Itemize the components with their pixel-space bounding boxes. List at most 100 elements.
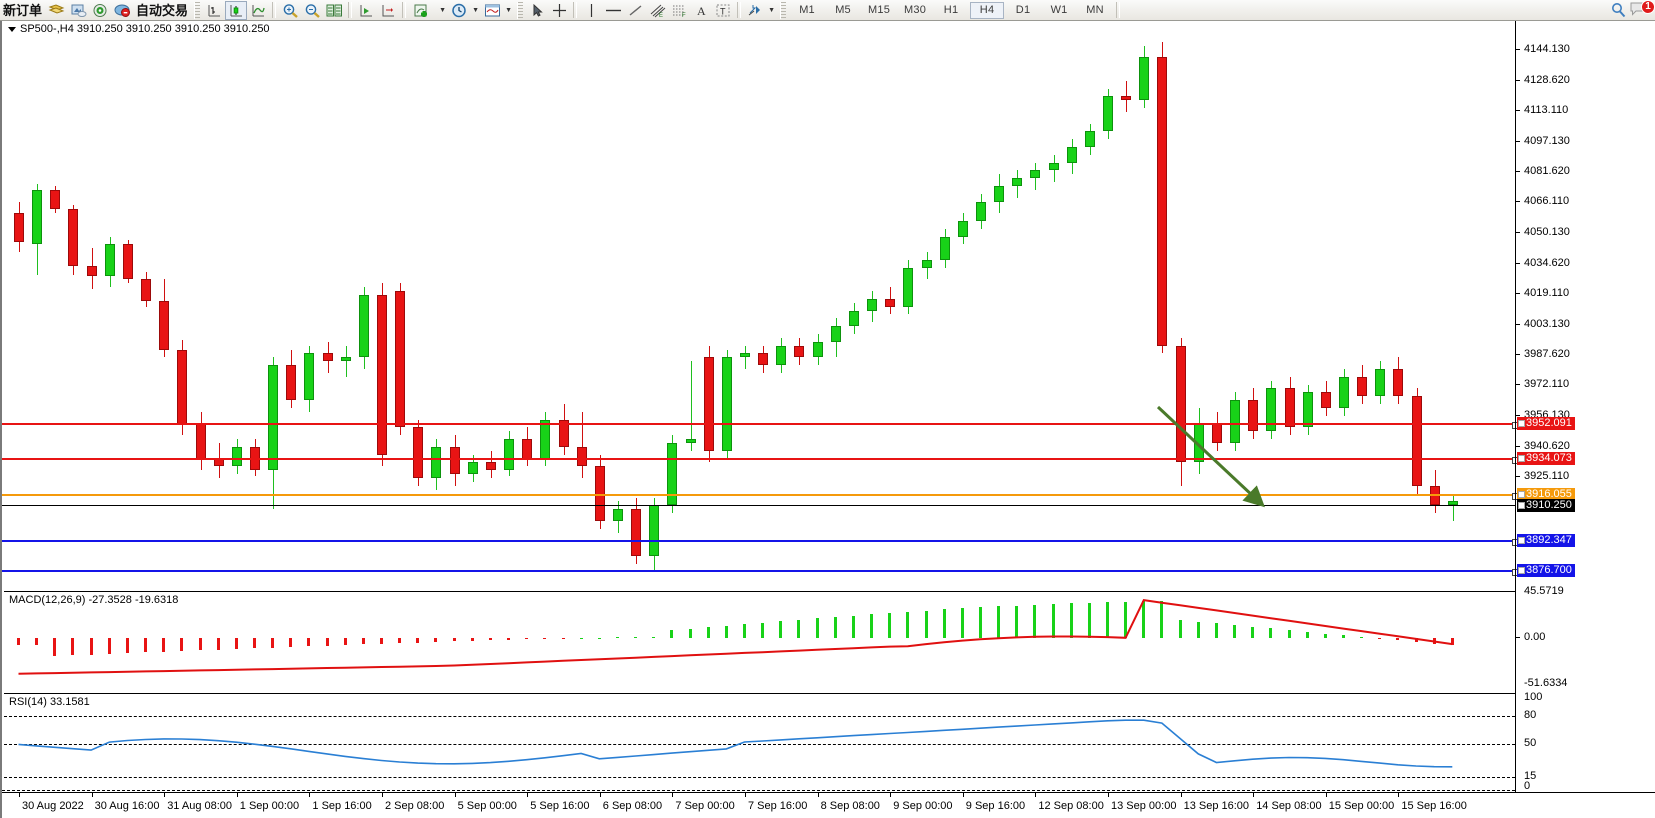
arrows-icon[interactable] <box>744 1 766 20</box>
rsi-axis-label: 100 <box>1524 690 1543 703</box>
chevron-down-icon[interactable]: ▼ <box>768 6 775 14</box>
macd-histogram-bar <box>1142 601 1146 639</box>
time-axis-tick <box>91 793 93 797</box>
chart-menu-caret-icon[interactable] <box>8 26 16 32</box>
chevron-down-icon[interactable]: ▼ <box>505 6 512 14</box>
add-indicator-icon[interactable] <box>409 1 437 20</box>
price-axis-tick <box>1516 292 1520 294</box>
chevron-down-icon[interactable]: ▼ <box>472 6 479 14</box>
zoom-in-icon[interactable] <box>279 1 301 20</box>
macd-histogram-bar <box>325 638 329 646</box>
vertical-line-icon[interactable] <box>580 1 602 20</box>
text-label-icon[interactable]: T <box>712 1 734 20</box>
candle-body <box>939 236 950 260</box>
macd-axis-label: -51.6334 <box>1524 677 1568 690</box>
price-level-chip[interactable]: 3910.250 <box>1517 498 1575 512</box>
price-level-line[interactable] <box>2 538 1519 546</box>
price-axis-label: 4113.110 <box>1524 103 1569 116</box>
toolbar-separator <box>573 2 578 18</box>
macd-histogram-bar <box>1341 635 1345 639</box>
auto-trading-button[interactable]: 自动交易 <box>136 2 189 18</box>
candle-body <box>1121 96 1132 101</box>
horizontal-line-icon[interactable] <box>602 1 624 20</box>
price-level-line[interactable] <box>2 457 1519 465</box>
text-icon[interactable]: A <box>690 1 712 20</box>
timeframe-m15[interactable]: M15 <box>868 4 891 16</box>
macd-subwindow[interactable]: MACD(12,26,9) -27.3528 -19.6318 <box>4 591 1515 687</box>
time-axis-tick <box>817 793 819 797</box>
price-level-chip[interactable]: 3916.055 <box>1517 487 1575 501</box>
price-plot-area[interactable] <box>4 35 1515 591</box>
timeframe-h4[interactable]: H4 <box>970 1 1005 19</box>
network-icon[interactable] <box>89 1 111 20</box>
chat-bubble-icon[interactable]: 1 <box>1629 0 1655 20</box>
profiles-icon[interactable] <box>67 1 89 20</box>
candlestick-chart-icon[interactable] <box>225 0 248 20</box>
price-level-value: 3934.073 <box>1526 452 1572 465</box>
bar-chart-icon[interactable] <box>203 1 225 20</box>
price-level-chip[interactable]: 3952.091 <box>1517 417 1575 431</box>
expert-advisor-icon[interactable] <box>111 1 133 20</box>
fibonacci-icon[interactable]: F <box>668 1 690 20</box>
price-axis-label: 3925.110 <box>1524 469 1570 482</box>
folder-icon[interactable] <box>45 1 67 20</box>
price-level-line[interactable] <box>2 569 1519 577</box>
candle-body <box>485 462 496 471</box>
chart-window[interactable]: SP500-,H4 3910.250 3910.250 3910.250 391… <box>0 21 1655 818</box>
candle-body <box>395 291 406 428</box>
candle-body <box>1429 485 1440 506</box>
candle-body <box>1066 146 1077 163</box>
timeframe-mn[interactable]: MN <box>1086 4 1104 16</box>
timeframe-w1[interactable]: W1 <box>1050 4 1068 16</box>
toolbar-grip[interactable] <box>780 1 787 19</box>
price-level-line[interactable] <box>2 504 1515 506</box>
macd-histogram-bar <box>761 622 765 639</box>
timeframe-d1[interactable]: D1 <box>1015 4 1031 16</box>
timeframe-m1[interactable]: M1 <box>799 4 815 16</box>
candle-body <box>14 213 24 243</box>
equidistant-channel-icon[interactable]: E <box>646 1 668 20</box>
price-level-line[interactable] <box>2 422 1519 430</box>
macd-histogram-bar <box>688 628 692 639</box>
time-axis-label: 30 Aug 2022 <box>22 800 84 812</box>
trend-arrow-annotation[interactable] <box>1150 399 1280 519</box>
new-order-button[interactable]: 新订单 <box>3 2 43 18</box>
timeframe-m30[interactable]: M30 <box>904 4 927 16</box>
period-clock-icon[interactable] <box>448 1 470 20</box>
chevron-down-icon[interactable]: ▼ <box>439 6 446 14</box>
zoom-out-icon[interactable] <box>301 1 323 20</box>
scroll-end-icon[interactable] <box>355 1 377 20</box>
toolbar-grip[interactable] <box>194 1 201 19</box>
search-icon[interactable] <box>1607 1 1629 20</box>
trend-line-icon[interactable] <box>624 1 646 20</box>
candle-body <box>413 427 424 479</box>
candle-body <box>631 509 642 556</box>
candle-body <box>141 279 152 301</box>
price-level-chip[interactable]: 3876.700 <box>1517 564 1575 578</box>
price-axis-tick <box>1516 140 1520 142</box>
chart-shift-icon[interactable] <box>377 1 399 20</box>
price-level-line[interactable] <box>2 492 1519 500</box>
price-level-chip[interactable]: 3892.347 <box>1517 533 1575 547</box>
toolbar-grip[interactable] <box>517 1 524 19</box>
price-axis[interactable]: 4144.130 4128.620 4113.110 4097.130 4081.620… <box>1516 21 1655 792</box>
line-chart-icon[interactable] <box>247 1 269 20</box>
time-axis-tick <box>19 793 20 797</box>
crosshair-icon[interactable] <box>548 1 570 20</box>
macd-histogram-bar <box>1051 603 1055 639</box>
timeframe-m5[interactable]: M5 <box>835 4 851 16</box>
chart-title-bar: SP500-,H4 3910.250 3910.250 3910.250 391… <box>8 23 270 35</box>
data-window-icon[interactable] <box>323 1 345 20</box>
time-axis[interactable]: 30 Aug 2022 30 Aug 16:00 31 Aug 08:00 1 Sep… <box>2 792 1655 818</box>
price-axis-tick <box>1516 79 1520 81</box>
macd-axis-label: 45.5719 <box>1524 585 1564 597</box>
cursor-icon[interactable] <box>526 1 548 20</box>
price-level-chip[interactable]: 3934.073 <box>1517 452 1575 466</box>
templates-icon[interactable] <box>481 1 503 20</box>
rsi-subwindow[interactable]: RSI(14) 33.1581 <box>4 693 1515 792</box>
macd-histogram-bar <box>1269 628 1273 639</box>
candle-body <box>1338 376 1349 408</box>
macd-histogram-bar <box>234 638 238 649</box>
candle-body <box>122 244 133 280</box>
timeframe-h1[interactable]: H1 <box>943 4 959 16</box>
